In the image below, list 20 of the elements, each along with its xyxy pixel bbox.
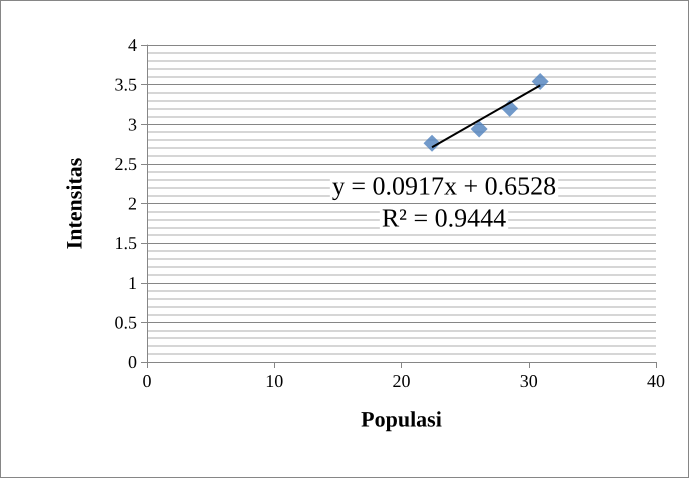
y-tick-label: 3.5	[114, 74, 137, 95]
y-tick-label: 0.5	[114, 312, 137, 332]
y-tick-label: 3	[128, 114, 137, 134]
point	[532, 72, 549, 90]
x-tick-label: 20	[392, 371, 410, 391]
y-tick-label: 2.5	[114, 154, 137, 174]
x-axis-title: Populasi	[361, 406, 442, 432]
annotation: y = 0.0917x + 0.6528	[332, 172, 556, 200]
y-tick-label: 4	[128, 35, 137, 55]
y-tick-label: 2	[128, 194, 137, 214]
point	[470, 120, 488, 138]
x-tick-label: 0	[142, 371, 152, 391]
x-tick-label: 40	[647, 371, 665, 391]
annotation: R² = 0.9444	[382, 204, 506, 232]
x-tick-label: 30	[520, 371, 538, 391]
y-axis-title: Intensitas	[62, 157, 86, 250]
y-tick-label: 1.5	[114, 233, 137, 254]
y-tick-label: 1	[128, 272, 137, 293]
x-tick-label: 10	[265, 371, 284, 391]
y-tick-label: 0	[128, 352, 137, 372]
